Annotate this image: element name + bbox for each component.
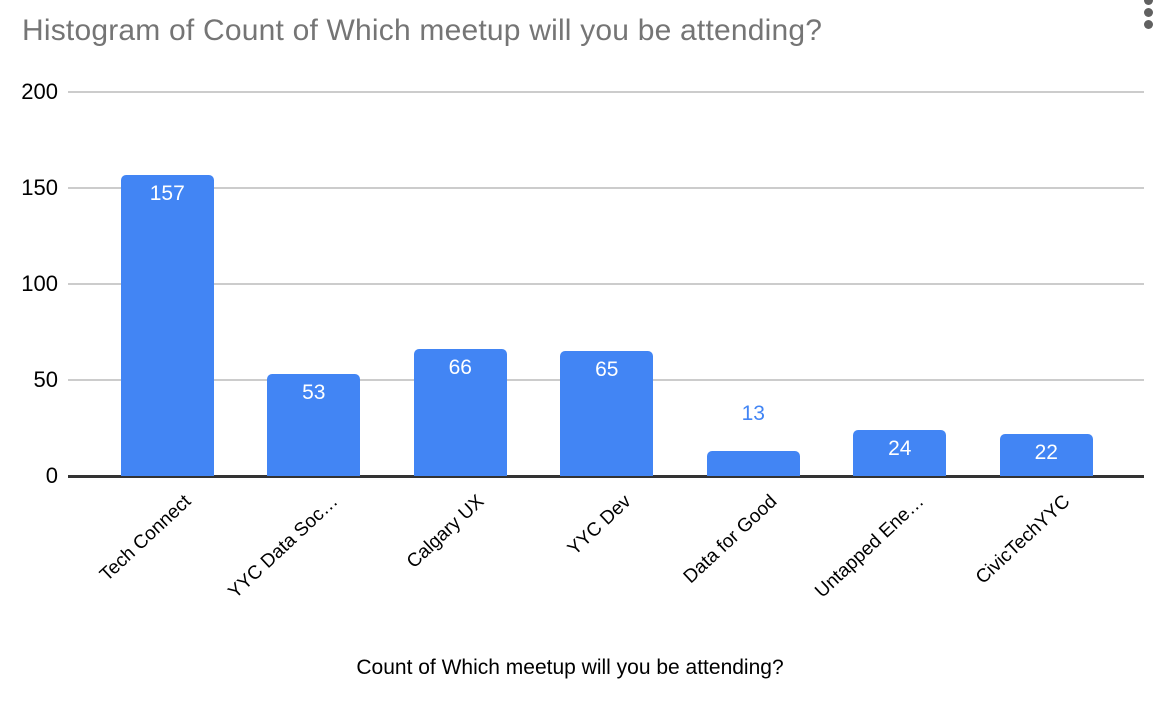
- kebab-menu-icon: [1143, 20, 1153, 29]
- y-axis-tick-label: 0: [45, 463, 58, 488]
- y-axis-tick-label: 50: [33, 367, 58, 392]
- y-axis-tick-label: 150: [21, 175, 58, 200]
- bar-value-label: 22: [1034, 440, 1058, 464]
- chart-options-button[interactable]: [1137, 0, 1159, 32]
- bar-yyc-dev[interactable]: [560, 351, 654, 476]
- kebab-menu-icon: [1143, 0, 1153, 5]
- bar-yyc-data-soc[interactable]: [267, 374, 361, 476]
- x-axis-baseline: [68, 475, 1144, 478]
- gridline: [68, 187, 1144, 189]
- bar-value-label: 66: [448, 356, 472, 380]
- kebab-menu-icon: [1143, 8, 1153, 17]
- y-axis-tick-label: 200: [21, 79, 58, 104]
- gridline: [68, 91, 1144, 93]
- bar-tech-connect[interactable]: [120, 174, 214, 476]
- bar-untapped-ene[interactable]: [853, 429, 947, 476]
- bar-civictechyyc[interactable]: [999, 433, 1093, 476]
- bar-data-for-good[interactable]: [706, 451, 800, 476]
- bar-value-label: 53: [302, 381, 326, 405]
- bar-value-label: 65: [595, 358, 619, 382]
- bar-value-label: 24: [888, 436, 912, 460]
- bar-calgary-ux[interactable]: [413, 349, 507, 476]
- bar-value-label: 157: [149, 181, 185, 205]
- x-axis-title: Count of Which meetup will you be attend…: [356, 656, 784, 679]
- gridline: [68, 283, 1144, 285]
- y-axis-tick-label: 100: [21, 271, 58, 296]
- bar-value-label: 13: [741, 402, 765, 426]
- chart-title: Histogram of Count of Which meetup will …: [22, 14, 823, 47]
